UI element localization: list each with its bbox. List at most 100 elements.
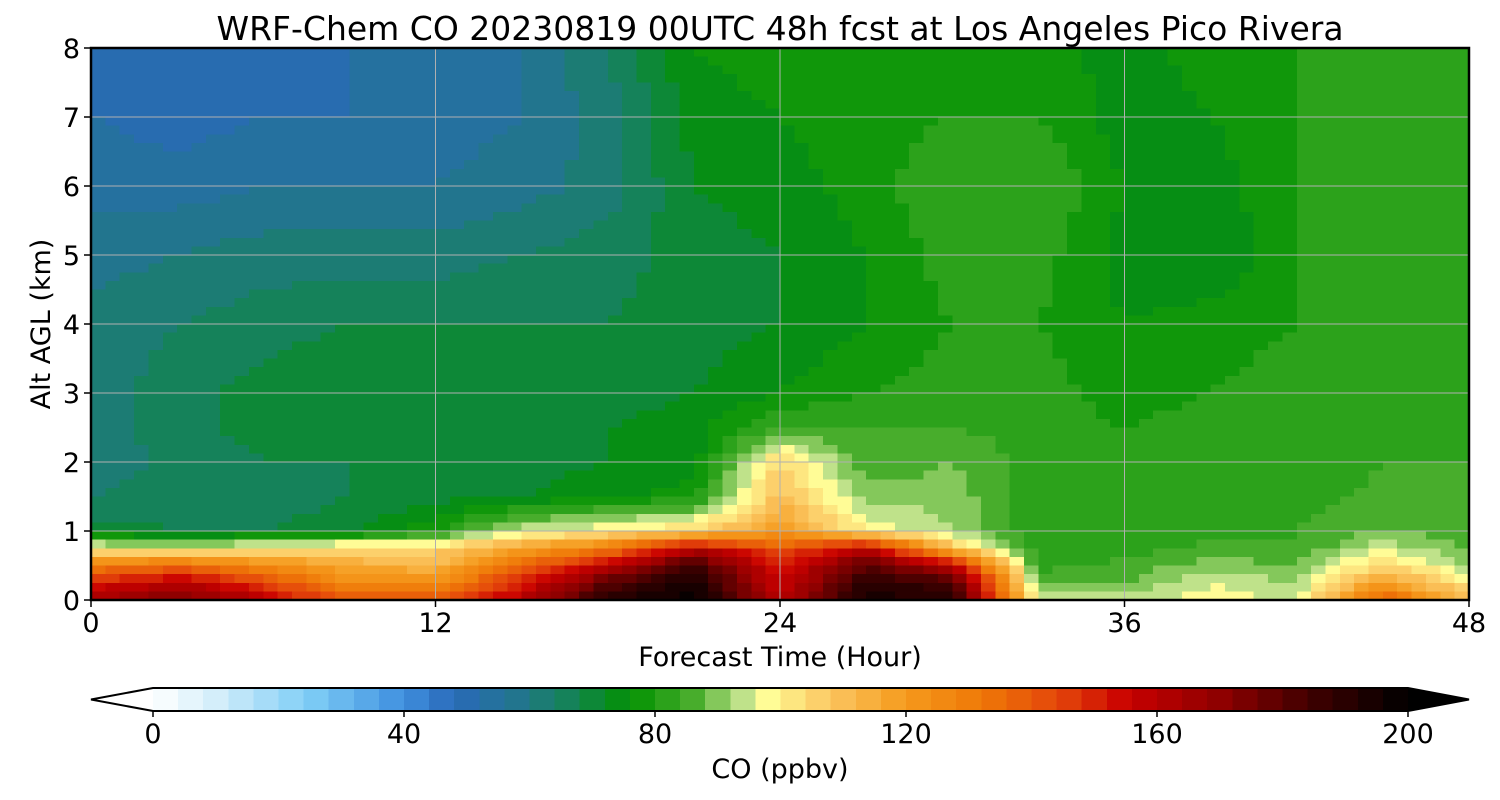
heatmap-cell — [1196, 401, 1212, 411]
heatmap-cell — [1354, 160, 1370, 170]
heatmap-cell — [780, 56, 795, 66]
heatmap-cell — [435, 410, 451, 420]
heatmap-cell — [1038, 203, 1054, 213]
heatmap-cell — [406, 229, 422, 239]
heatmap-cell — [1124, 418, 1140, 429]
heatmap-cell — [736, 211, 752, 222]
heatmap-cell — [421, 82, 437, 92]
heatmap-cell — [1440, 367, 1456, 377]
heatmap-cell — [1067, 203, 1083, 213]
heatmap-cell — [1067, 487, 1083, 498]
heatmap-cell — [1095, 151, 1111, 161]
heatmap-cell — [507, 246, 523, 256]
heatmap-cell — [335, 349, 350, 360]
heatmap-cell — [177, 358, 193, 368]
heatmap-cell — [1282, 444, 1298, 454]
heatmap-cell — [478, 410, 494, 420]
heatmap-cell — [1210, 358, 1226, 368]
heatmap-cell — [1138, 220, 1154, 230]
heatmap-cell — [1081, 186, 1097, 196]
heatmap-cell — [1009, 375, 1025, 385]
heatmap-cell — [880, 306, 896, 316]
heatmap-cell — [1282, 393, 1298, 403]
heatmap-cell — [1038, 151, 1054, 161]
heatmap-cell — [650, 341, 666, 351]
heatmap-cell — [134, 56, 150, 66]
heatmap-cell — [1296, 479, 1312, 489]
heatmap-cell — [1454, 384, 1470, 394]
heatmap-cell — [1024, 65, 1039, 75]
heatmap-cell — [1368, 453, 1384, 463]
heatmap-cell — [392, 470, 408, 480]
heatmap-cell — [320, 332, 336, 342]
heatmap-cell — [1110, 332, 1126, 342]
heatmap-cell — [406, 393, 422, 403]
heatmap-cell — [722, 462, 738, 472]
heatmap-cell — [205, 410, 221, 420]
heatmap-cell — [1167, 186, 1183, 196]
heatmap-cell — [1325, 453, 1341, 463]
heatmap-cell — [751, 444, 767, 454]
heatmap-cell — [679, 186, 695, 196]
heatmap-cell — [1181, 91, 1197, 101]
heatmap-cell — [866, 280, 882, 291]
heatmap-cell — [1210, 160, 1226, 170]
heatmap-cell — [234, 324, 250, 334]
heatmap-cell — [162, 56, 178, 66]
heatmap-cell — [205, 108, 221, 118]
heatmap-cell — [363, 151, 379, 161]
heatmap-cell — [894, 487, 910, 498]
heatmap-cell — [1224, 393, 1240, 403]
heatmap-cell — [535, 479, 551, 489]
heatmap-cell — [1138, 375, 1154, 385]
heatmap-cell — [1081, 410, 1097, 420]
heatmap-cell — [780, 263, 795, 273]
heatmap-cell — [564, 177, 580, 187]
heatmap-cell — [1239, 289, 1255, 299]
heatmap-cell — [177, 255, 193, 265]
heatmap-cell — [1052, 401, 1068, 411]
heatmap-cell — [91, 134, 106, 144]
heatmap-cell — [464, 48, 480, 58]
heatmap-cell — [1339, 203, 1355, 213]
heatmap-cell — [234, 401, 250, 411]
heatmap-cell — [119, 436, 135, 446]
heatmap-cell — [550, 393, 566, 403]
heatmap-cell — [1167, 263, 1183, 273]
heatmap-cell — [636, 444, 652, 454]
heatmap-cell — [765, 211, 781, 222]
heatmap-cell — [507, 306, 523, 316]
heatmap-cell — [1354, 82, 1370, 92]
heatmap-cell — [980, 108, 996, 118]
heatmap-cell — [1052, 220, 1068, 230]
heatmap-cell — [1224, 358, 1240, 368]
heatmap-cell — [579, 401, 594, 411]
heatmap-cell — [880, 427, 896, 437]
heatmap-cell — [1081, 280, 1097, 291]
heatmap-cell — [1138, 177, 1154, 187]
heatmap-cell — [521, 298, 537, 308]
heatmap-cell — [291, 324, 307, 334]
heatmap-cell — [1181, 487, 1197, 498]
heatmap-cell — [952, 246, 968, 256]
heatmap-cell — [650, 393, 666, 403]
heatmap-cell — [952, 211, 968, 222]
heatmap-cell — [306, 82, 322, 92]
heatmap-cell — [1181, 418, 1197, 429]
heatmap-cell — [708, 237, 724, 247]
heatmap-cell — [177, 410, 193, 420]
heatmap-cell — [1382, 82, 1398, 92]
heatmap-cell — [1268, 418, 1283, 429]
heatmap-cell — [263, 375, 279, 385]
heatmap-cell — [1454, 237, 1470, 247]
heatmap-cell — [248, 117, 264, 127]
heatmap-cell — [435, 177, 451, 187]
heatmap-cell — [507, 82, 523, 92]
heatmap-cell — [478, 82, 494, 92]
heatmap-cell — [1153, 99, 1169, 109]
heatmap-cell — [335, 462, 350, 472]
heatmap-cell — [1052, 384, 1068, 394]
heatmap-cell — [1153, 315, 1169, 325]
heatmap-cell — [995, 117, 1011, 127]
heatmap-cell — [808, 393, 824, 403]
